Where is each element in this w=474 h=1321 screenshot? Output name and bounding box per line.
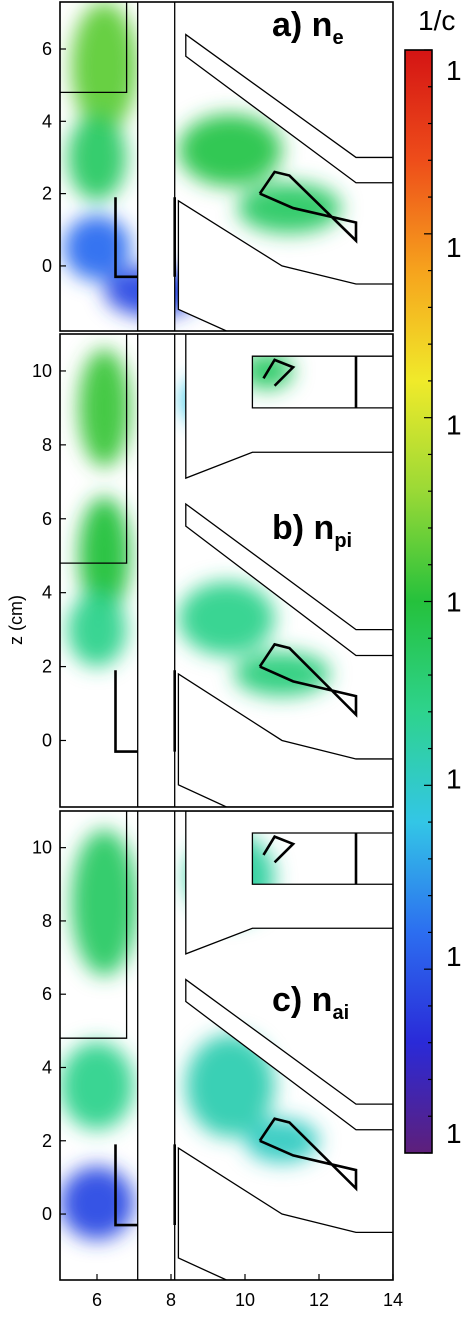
y-tick-label: 8 (42, 435, 52, 455)
y-tick-label: 6 (42, 509, 52, 529)
geometry-wall (137, 811, 176, 1280)
geometry-wall (137, 2, 176, 331)
density-blob (63, 215, 131, 281)
density-blob (71, 829, 138, 976)
y-tick-label: 6 (42, 39, 52, 59)
colorbar: 1/c 1 1 1 1 1 1 1 (404, 5, 462, 1154)
density-blob (78, 496, 131, 615)
panel-label: a) ne (272, 6, 344, 49)
density-blob (178, 581, 275, 656)
panel-frame (59, 1, 394, 332)
y-tick-label: 4 (42, 1057, 52, 1077)
geometry-wall (185, 811, 393, 955)
geometry-edge (262, 358, 296, 387)
y-tick-label: 6 (42, 984, 52, 1004)
density-blob (60, 1041, 134, 1130)
y-tick-label: 2 (42, 1131, 52, 1151)
panel-frame (59, 333, 394, 808)
geometry-edge (114, 197, 138, 279)
geometry-edge (258, 1117, 358, 1192)
colorbar-tick-label: 1 (446, 1118, 462, 1149)
density-blob (67, 114, 127, 201)
density-blob (78, 348, 131, 468)
colorbar-tick-label: 1 (446, 409, 462, 440)
density-blob (237, 182, 342, 234)
colorbar-title: 1/c (418, 5, 455, 36)
density-blob (245, 1118, 319, 1163)
panel-frame (59, 810, 394, 1281)
x-tick-label: 10 (235, 1290, 255, 1310)
x-tick-label: 6 (92, 1290, 102, 1310)
geometry-wall (177, 199, 393, 331)
geometry-edge (262, 835, 296, 864)
y-tick-label: 0 (42, 256, 52, 276)
density-blob (71, 2, 138, 133)
colorbar-tick-label: 1 (446, 764, 462, 795)
density-blob (67, 592, 127, 667)
geometry-wall (177, 672, 393, 807)
geometry-wall (177, 1146, 393, 1280)
y-tick-label: 10 (32, 838, 52, 858)
panel-a: 0 2 4 6 a) ne (42, 1, 394, 332)
density-blob (178, 114, 282, 187)
colorbar-tick-label: 1 (446, 232, 462, 263)
x-tick-label: 8 (166, 1290, 176, 1310)
y-tick-label: 0 (42, 1204, 52, 1224)
y-tick-label: 2 (42, 184, 52, 204)
geometry-edge (60, 334, 128, 564)
device-geometry (60, 334, 393, 807)
geometry-edge (114, 670, 138, 753)
geometry-wall (137, 334, 176, 807)
geometry-edge (114, 1144, 138, 1227)
geometry-edge (258, 170, 358, 244)
geometry-wall (185, 502, 393, 657)
geometry-wall (185, 334, 393, 480)
y-tick-label: 10 (32, 361, 52, 381)
y-tick-label: 4 (42, 111, 52, 131)
y-tick-label: 4 (42, 583, 52, 603)
y-tick-label: 8 (42, 911, 52, 931)
density-blob (185, 1034, 275, 1138)
x-tick-label: 14 (383, 1290, 403, 1310)
device-geometry (60, 811, 393, 1280)
x-tick-label: 12 (309, 1290, 329, 1310)
geometry-wall (185, 978, 393, 1131)
colorbar-tick-label: 1 (446, 941, 462, 972)
geometry-edge (60, 2, 128, 94)
geometry-edge (258, 642, 358, 718)
colorbar-tick-label: 1 (446, 55, 462, 86)
y-tick-label: 2 (42, 657, 52, 677)
geometry-edge (60, 811, 128, 1039)
y-axis-label: z (cm) (6, 595, 26, 645)
geometry-wall (185, 33, 393, 184)
density-field (63, 2, 342, 317)
y-tick-label: 0 (42, 730, 52, 750)
device-geometry (60, 2, 393, 331)
colorbar-tick-label: 1 (446, 587, 462, 618)
density-blob (60, 1166, 134, 1240)
